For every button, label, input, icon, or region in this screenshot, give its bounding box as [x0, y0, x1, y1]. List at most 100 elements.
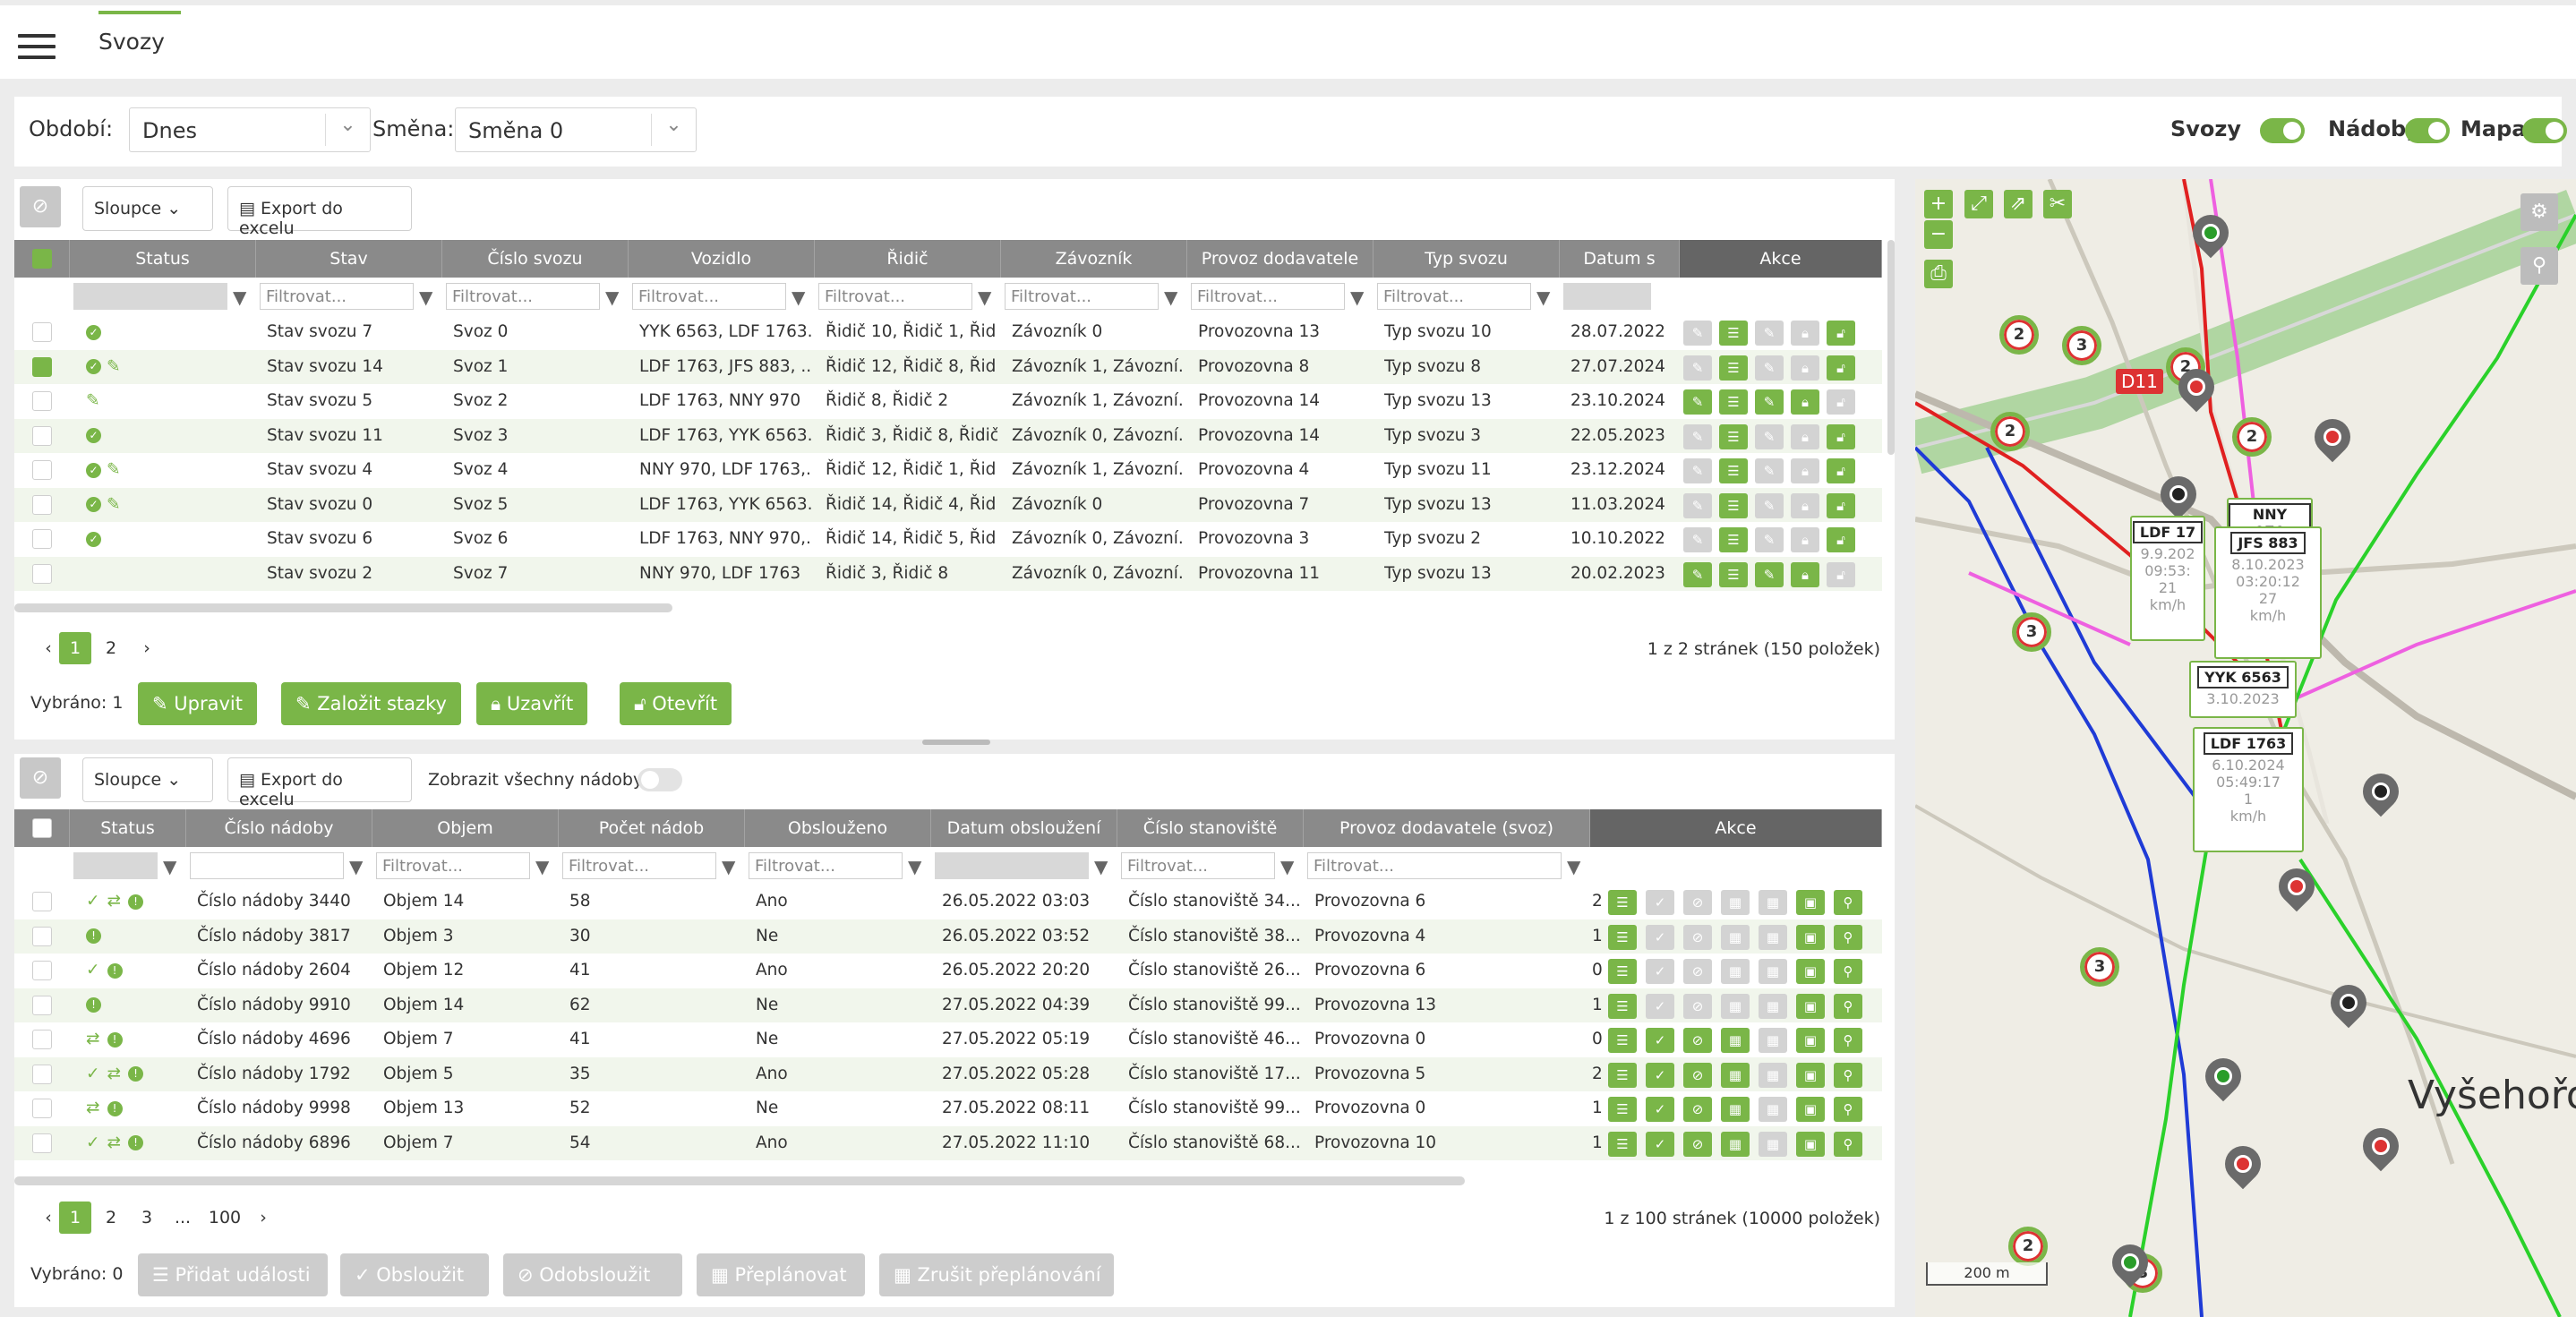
column-header[interactable]: Status — [70, 240, 256, 278]
chevron-down-icon[interactable]: ⌄ — [325, 114, 370, 146]
column-filter-input[interactable]: Filtrovat... — [749, 852, 903, 879]
table-row[interactable]: ✓ Stav svozu 11 Svoz 3 LDF 1763, YYK 6563..… — [14, 418, 1882, 453]
row-checkbox[interactable] — [32, 1133, 52, 1153]
table-row[interactable]: ✓ ✎ Stav svozu 0 Svoz 5 LDF 1763, YYK 6563..… — [14, 487, 1882, 522]
chevron-down-icon[interactable]: ⌄ — [651, 114, 696, 146]
filter-funnel-icon[interactable]: ▼ — [792, 286, 806, 308]
trash-icon[interactable]: ▣ — [1796, 1062, 1825, 1088]
search-map-icon[interactable]: ⚲ — [2520, 247, 2558, 285]
close-button[interactable]: 🔒︎ Uzavřít — [476, 682, 588, 725]
location-icon[interactable]: ⚲ — [1834, 924, 1862, 950]
list-icon[interactable]: ☰ — [1608, 1131, 1637, 1157]
page-button[interactable]: 100 — [208, 1208, 242, 1227]
unserve-icon[interactable]: ⊘ — [1683, 890, 1712, 915]
table-row[interactable]: ✓! Číslo nádoby 2604 Objem 12 41 Ano 26.05.20… — [14, 954, 1882, 988]
column-header[interactable]: Provoz dodavatele — [1187, 240, 1374, 278]
next-page-icon[interactable]: › — [260, 1208, 267, 1227]
serve-icon[interactable]: ✓ — [1646, 959, 1674, 984]
table-row[interactable]: Stav svozu 2 Svoz 7 NNY 970, LDF 1763 Řidič… — [14, 556, 1882, 591]
reschedule-button[interactable]: ▦ Přeplánovat — [697, 1253, 865, 1296]
container-cluster-marker[interactable]: 3 — [2012, 612, 2051, 652]
create-icon[interactable]: ✎ — [1755, 458, 1784, 483]
table-row[interactable]: ! Číslo nádoby 9910 Objem 14 62 Ne 27.05.2022… — [14, 988, 1882, 1022]
calendar-cancel-icon[interactable]: ▦ — [1759, 890, 1787, 915]
location-icon[interactable]: ⚲ — [1834, 993, 1862, 1019]
filter-funnel-icon[interactable]: ▼ — [1350, 286, 1365, 308]
calendar-cancel-icon[interactable]: ▦ — [1759, 1062, 1787, 1088]
filter-funnel-icon[interactable]: ▼ — [163, 856, 177, 877]
row-checkbox[interactable] — [32, 995, 52, 1015]
unlock-icon[interactable]: 🔓︎ — [1827, 355, 1855, 381]
calendar-icon[interactable]: ▦ — [1721, 959, 1750, 984]
create-icon[interactable]: ✎ — [1755, 389, 1784, 415]
unlock-icon[interactable]: 🔓︎ — [1827, 458, 1855, 483]
serve-icon[interactable]: ✓ — [1646, 890, 1674, 915]
row-checkbox[interactable] — [32, 322, 52, 342]
table-row[interactable]: ✓ ⇄! Číslo nádoby 1792 Objem 5 35 Ano 27.05.20… — [14, 1056, 1882, 1091]
serve-icon[interactable]: ✓ — [1646, 1097, 1674, 1122]
create-icon[interactable]: ✎ — [1755, 423, 1784, 449]
column-filter-input[interactable]: Filtrovat... — [260, 283, 414, 310]
column-header[interactable]: Datum obsloužení — [931, 809, 1117, 847]
table-row[interactable]: ✎ Stav svozu 5 Svoz 2 LDF 1763, NNY 970 Řidi… — [14, 384, 1882, 419]
trash-icon[interactable]: ▣ — [1796, 1131, 1825, 1157]
filter-funnel-icon[interactable]: ▼ — [419, 286, 433, 308]
clear-filter-icon[interactable]: ⊘ — [20, 186, 61, 227]
trash-icon[interactable]: ▣ — [1796, 993, 1825, 1019]
column-header[interactable]: Datum s — [1560, 240, 1680, 278]
clear-filter-icon[interactable]: ⊘ — [20, 757, 61, 799]
list-icon[interactable]: ☰ — [1719, 561, 1748, 587]
row-checkbox[interactable] — [32, 961, 52, 980]
column-filter-input[interactable] — [1563, 283, 1651, 310]
filter-funnel-icon[interactable]: ▼ — [978, 286, 992, 308]
column-filter-input[interactable]: Filtrovat... — [1121, 852, 1275, 879]
location-icon[interactable]: ⚲ — [1834, 1131, 1862, 1157]
column-header[interactable]: Stav — [256, 240, 442, 278]
edit-icon[interactable]: ✎ — [1683, 527, 1712, 552]
next-page-icon[interactable]: › — [143, 638, 150, 658]
map[interactable]: D11 232223233 LDF 17 9.9.202 09:53: 21 k… — [1915, 179, 2576, 1317]
list-icon[interactable]: ☰ — [1719, 492, 1748, 518]
edit-icon[interactable]: ✎ — [1683, 492, 1712, 518]
list-icon[interactable]: ☰ — [1719, 355, 1748, 381]
row-checkbox[interactable] — [32, 494, 52, 515]
row-checkbox[interactable] — [32, 892, 52, 911]
location-icon[interactable]: ⚲ — [1834, 959, 1862, 984]
edit-icon[interactable]: ✎ — [1683, 389, 1712, 415]
column-filter-input[interactable]: Filtrovat... — [562, 852, 716, 879]
columns-button[interactable]: Sloupce ⌄ — [82, 186, 213, 231]
create-stazky-button[interactable]: ✎ Založit stazky — [281, 682, 461, 725]
settings-icon[interactable]: ⚙ — [2520, 193, 2558, 231]
toggle-svozy[interactable] — [2260, 118, 2305, 143]
row-checkbox[interactable] — [32, 926, 52, 946]
location-icon[interactable]: ⚲ — [1834, 890, 1862, 915]
edit-icon[interactable]: ✎ — [1683, 355, 1712, 381]
export-button[interactable]: ▤ Export do excelu — [227, 757, 412, 809]
column-filter-input[interactable] — [190, 852, 344, 879]
cancel-reschedule-button[interactable]: ▦ Zrušit přeplánování — [879, 1253, 1114, 1296]
list-icon[interactable]: ☰ — [1719, 423, 1748, 449]
open-button[interactable]: 🔓︎ Otevřít — [620, 682, 732, 725]
unserve-icon[interactable]: ⊘ — [1683, 1062, 1712, 1088]
filter-funnel-icon[interactable]: ▼ — [722, 856, 736, 877]
column-header[interactable]: Objem — [372, 809, 559, 847]
column-header[interactable]: Číslo nádoby — [186, 809, 372, 847]
create-icon[interactable]: ✎ — [1755, 321, 1784, 346]
column-filter-input[interactable]: Filtrovat... — [1377, 283, 1531, 310]
zoom-in-icon[interactable]: + — [1924, 190, 1953, 218]
lock-icon[interactable]: 🔒︎ — [1791, 527, 1819, 552]
container-cluster-marker[interactable]: 2 — [1999, 315, 2039, 355]
column-header[interactable]: Vozidlo — [629, 240, 815, 278]
app-title[interactable]: Svozy — [98, 29, 165, 55]
unlock-icon[interactable]: 🔓︎ — [1827, 561, 1855, 587]
calendar-cancel-icon[interactable]: ▦ — [1759, 1097, 1787, 1122]
unserve-icon[interactable]: ⊘ — [1683, 1131, 1712, 1157]
calendar-icon[interactable]: ▦ — [1721, 1097, 1750, 1122]
list-icon[interactable]: ☰ — [1719, 321, 1748, 346]
checkbox[interactable] — [32, 818, 52, 838]
row-checkbox[interactable] — [32, 563, 52, 584]
row-checkbox[interactable] — [32, 1064, 52, 1084]
list-icon[interactable]: ☰ — [1719, 527, 1748, 552]
toggle-nadoby[interactable] — [2405, 118, 2450, 143]
unserve-icon[interactable]: ⊘ — [1683, 959, 1712, 984]
